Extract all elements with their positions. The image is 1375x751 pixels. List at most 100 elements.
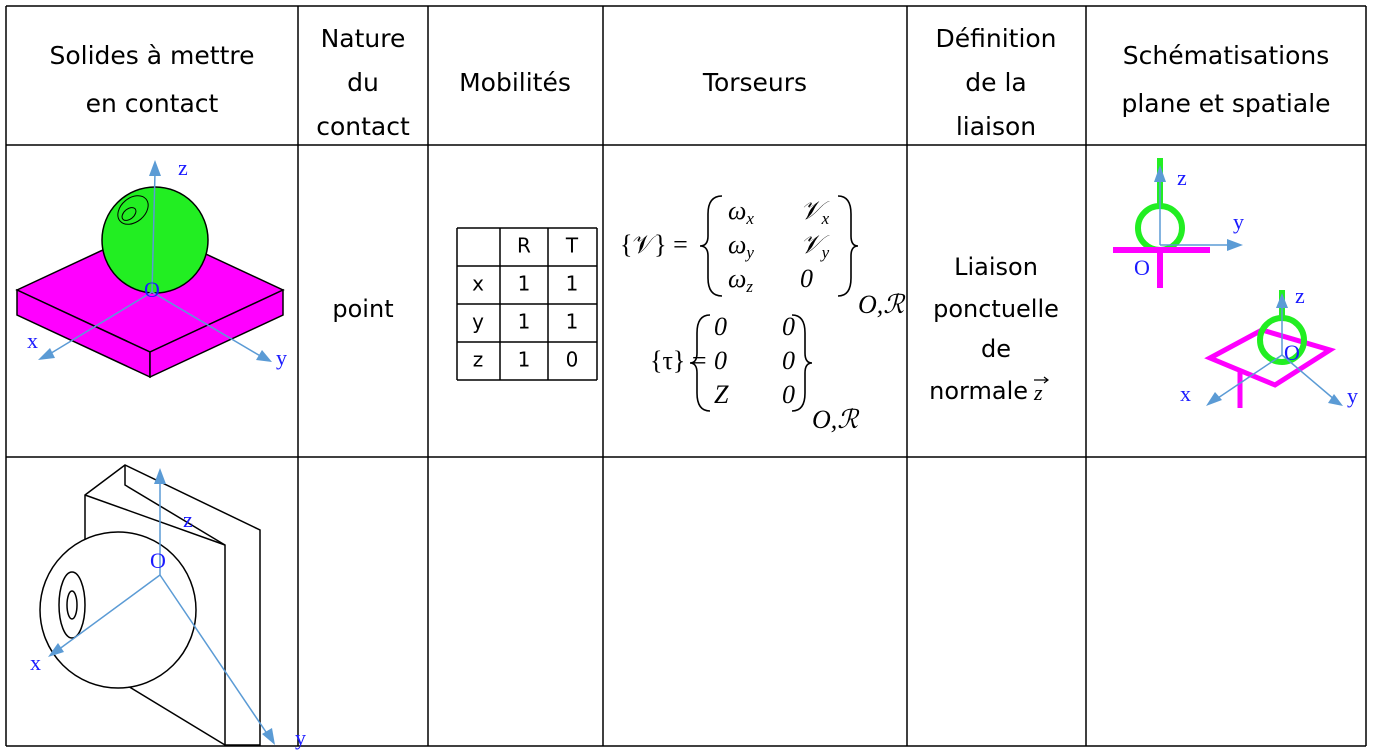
figure-2-part <box>58 571 86 639</box>
mobility-value: 1 <box>518 348 531 372</box>
figure-1-part <box>149 288 284 379</box>
label: x <box>30 650 41 675</box>
axis-label: x <box>472 272 484 296</box>
torsor-entry: ωx <box>728 196 754 228</box>
entry-subscript: y <box>820 243 830 262</box>
label: Définition <box>935 24 1056 53</box>
entry-base: 0 <box>714 312 727 341</box>
figure-1-part <box>117 195 149 225</box>
mobility-table <box>456 227 598 381</box>
label: z <box>1033 380 1043 405</box>
figure-1-part <box>47 171 263 358</box>
spatial-schema-part-part <box>1214 354 1283 401</box>
label: Torseurs <box>702 68 807 97</box>
entry-base: ω <box>728 196 746 225</box>
figure-2-part-part <box>262 728 275 745</box>
figure-1-part-part <box>38 348 55 360</box>
label: z <box>183 507 193 532</box>
brackets-part <box>791 314 813 412</box>
label: y <box>1347 383 1358 408</box>
torsor-entry: 0 <box>800 264 813 293</box>
planar-schema-part <box>1154 165 1243 251</box>
entry-base: ω <box>728 264 746 293</box>
figure-2-part <box>124 465 226 745</box>
mobility-cells: R Tx 1 1 y 1 1 z 1 0 <box>472 234 579 372</box>
planar-schema-part-part <box>1227 239 1243 251</box>
torsor-entry: 𝒱y <box>800 230 830 262</box>
planar-schema-part-part <box>1154 165 1166 182</box>
label: normale <box>929 377 1028 405</box>
label: {𝒱} = <box>620 230 688 259</box>
figure-1: z O x y <box>15 155 287 379</box>
figure-2-part-part <box>159 574 269 736</box>
figure-2-part-part <box>48 643 64 657</box>
mobility-value: 1 <box>518 272 531 296</box>
figure-1-part-part <box>149 160 161 176</box>
entry-base: 0 <box>782 380 795 409</box>
spatial-schema-part-part <box>1328 394 1343 406</box>
label: {τ} = <box>650 346 707 375</box>
label: de <box>981 335 1011 363</box>
mobility-value: 1 <box>566 310 579 334</box>
entry-base: 0 <box>800 264 813 293</box>
definition: Liaison ponctuelle de normale z <box>929 253 1059 405</box>
torsor-entry: Z <box>714 380 729 409</box>
axis-label: z <box>473 348 484 372</box>
mobility-value: 1 <box>518 310 531 334</box>
label: O <box>1284 340 1300 365</box>
figure-2-part <box>84 494 226 546</box>
brackets <box>689 195 859 412</box>
column-label: T <box>565 234 579 258</box>
label: ponctuelle <box>933 295 1059 323</box>
entry-subscript: z <box>745 277 753 296</box>
label: y <box>295 725 306 750</box>
figure-2-part-part <box>154 468 166 484</box>
figure-2-part <box>66 590 78 620</box>
vector-arrow <box>1034 376 1049 384</box>
entry-base: 0 <box>782 346 795 375</box>
label: Liaison <box>954 253 1038 281</box>
planar-schema: z y O <box>1113 158 1244 288</box>
figure-1-part-part <box>151 291 263 358</box>
torsor-entry: 0 <box>714 312 727 341</box>
label: contact <box>316 112 410 141</box>
header: Solides à mettre en contact Nature du conta… <box>50 24 1331 141</box>
torsor-entry: 0 <box>782 346 795 375</box>
label: z <box>1295 283 1305 308</box>
torsor-entry: 0 <box>714 346 727 375</box>
label: plane et spatiale <box>1121 89 1330 118</box>
torsor-point: O,ℛ <box>812 405 860 434</box>
torsor-entry: 0 <box>782 380 795 409</box>
entry-base: 0 <box>782 312 795 341</box>
figure-1-part <box>121 207 137 221</box>
mobility-value: 1 <box>566 272 579 296</box>
label: en contact <box>86 89 219 118</box>
figure-1-part-part <box>151 171 156 293</box>
brackets-part <box>837 195 859 297</box>
brackets-part <box>689 314 711 412</box>
figure-1-part-part <box>256 350 272 362</box>
figure-2-part <box>48 468 275 745</box>
label: Schématisations <box>1123 41 1330 70</box>
entry-base: 0 <box>714 346 727 375</box>
label: liaison <box>956 112 1036 141</box>
torsor-point: O,ℛ <box>858 290 906 319</box>
figure-1-part <box>38 160 272 362</box>
mobility-value: 0 <box>566 348 579 372</box>
entry-base: ω <box>728 230 746 259</box>
figure-2-part <box>39 531 197 689</box>
entry-subscript: x <box>745 209 754 228</box>
figure-1-part-part <box>47 291 153 356</box>
label: x <box>27 328 38 353</box>
figure-2-part <box>57 480 269 736</box>
label: y <box>1233 209 1244 234</box>
entry-base: Z <box>714 380 729 409</box>
label: Nature <box>321 24 406 53</box>
figure-2-part-part <box>57 574 161 651</box>
contact-nature: point <box>332 295 393 323</box>
entry-subscript: x <box>821 209 830 228</box>
spatial-schema-part <box>1206 293 1343 406</box>
spatial-schema-part-part <box>1206 392 1222 406</box>
table-grid <box>5 5 1367 747</box>
